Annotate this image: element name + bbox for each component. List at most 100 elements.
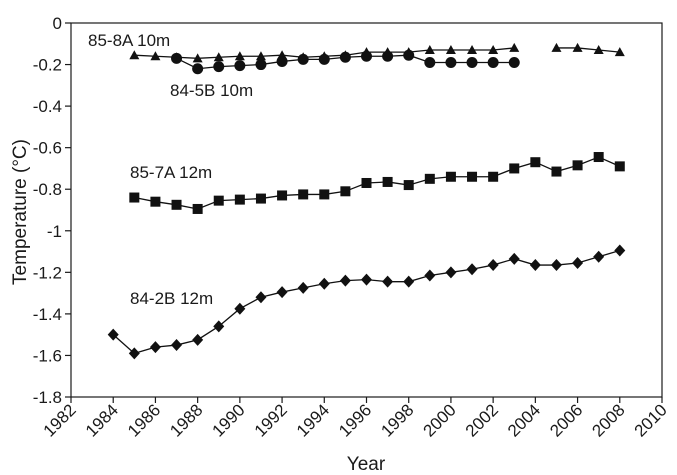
y-tick-label: -1 (47, 222, 62, 241)
series-triangle-0 (129, 42, 625, 63)
y-tick-label: -1.8 (33, 388, 62, 407)
data-point-square (403, 180, 414, 191)
data-point-triangle (234, 51, 245, 61)
x-tick-label: 2000 (420, 400, 460, 440)
data-point-circle (318, 53, 330, 65)
data-point-diamond (550, 259, 562, 272)
data-point-diamond (297, 281, 309, 294)
data-point-square (382, 176, 393, 187)
data-point-diamond (318, 277, 330, 290)
data-point-circle (403, 49, 415, 61)
data-point-diamond (255, 291, 267, 304)
data-point-square (213, 195, 224, 206)
data-point-diamond (572, 256, 584, 269)
y-tick-label: -0.2 (33, 56, 62, 75)
data-point-square (150, 196, 161, 207)
series-label-85-7a: 85-7A 12m (130, 163, 212, 182)
data-point-triangle (129, 50, 140, 60)
data-point-circle (297, 53, 309, 65)
x-tick-label: 1994 (293, 400, 333, 440)
data-point-square (129, 192, 140, 203)
data-point-diamond (614, 244, 626, 257)
x-tick-label: 2008 (588, 400, 628, 440)
data-point-circle (424, 56, 436, 68)
data-point-circle (466, 56, 478, 68)
data-point-diamond (213, 320, 225, 333)
x-tick-label: 1996 (335, 400, 375, 440)
y-tick-label: -0.8 (33, 180, 62, 199)
data-point-circle (339, 51, 351, 63)
y-tick-label: -1.2 (33, 263, 62, 282)
data-point-diamond (192, 333, 204, 346)
series-diamond-3 (107, 244, 626, 360)
data-point-square (298, 189, 309, 200)
x-tick-label: 1984 (82, 400, 122, 440)
data-point-triangle (445, 45, 456, 55)
x-tick-label: 2002 (462, 400, 502, 440)
y-tick-label: -0.4 (33, 97, 62, 116)
x-tick-label: 2010 (631, 400, 671, 440)
data-point-diamond (128, 347, 140, 360)
x-tick-label: 1986 (124, 400, 164, 440)
data-point-circle (192, 63, 204, 75)
data-point-square (593, 152, 604, 163)
data-point-square (340, 186, 351, 197)
data-point-diamond (339, 274, 351, 287)
data-point-circle (276, 55, 288, 67)
data-point-triangle (150, 51, 161, 61)
data-point-square (467, 171, 478, 182)
data-point-triangle (488, 45, 499, 55)
data-point-diamond (593, 250, 605, 263)
series-circle-1 (171, 49, 520, 75)
series-square-2 (129, 152, 625, 214)
data-point-square (445, 171, 456, 182)
data-point-circle (213, 61, 225, 73)
data-point-diamond (487, 259, 499, 272)
data-point-diamond (403, 275, 415, 288)
data-point-diamond (149, 341, 161, 354)
data-point-triangle (467, 45, 478, 55)
x-tick-label: 1992 (251, 400, 291, 440)
data-point-square (509, 163, 520, 174)
series-layer (107, 42, 626, 360)
y-tick-label: 0 (53, 14, 62, 33)
data-point-square (319, 189, 330, 200)
data-point-square (192, 203, 203, 214)
series-line (556, 47, 620, 53)
x-tick-label: 1988 (166, 400, 206, 440)
data-point-diamond (361, 273, 372, 286)
data-point-square (551, 166, 562, 177)
series-label-84-5b: 84-5B 10m (170, 81, 253, 100)
series-label-84-2b: 84-2B 12m (130, 289, 213, 308)
data-point-square (361, 177, 372, 188)
data-point-square (424, 173, 435, 184)
data-point-circle (445, 56, 457, 68)
y-axis-title: Temperature (°C) (10, 139, 31, 285)
data-point-square (572, 160, 583, 171)
data-point-triangle (614, 47, 625, 57)
data-point-diamond (107, 328, 119, 341)
x-tick-label: 1990 (209, 400, 249, 440)
data-point-diamond (508, 252, 520, 265)
data-point-triangle (255, 51, 266, 61)
data-point-triangle (593, 45, 604, 55)
data-point-diamond (466, 263, 478, 276)
data-point-square (614, 161, 625, 172)
data-point-circle (487, 56, 499, 68)
data-point-circle (255, 59, 267, 71)
data-point-square (277, 190, 288, 201)
data-point-triangle (551, 42, 562, 52)
labels-layer: Year Temperature (°C) 85-8A 10m 84-5B 10… (10, 31, 386, 475)
data-point-triangle (213, 52, 224, 62)
data-point-square (171, 199, 182, 210)
data-point-triangle (572, 42, 583, 52)
data-point-diamond (445, 266, 457, 279)
data-point-circle (361, 50, 372, 62)
data-point-diamond (171, 339, 183, 352)
data-point-square (234, 194, 245, 205)
data-point-diamond (234, 302, 246, 315)
data-point-square (255, 193, 266, 204)
data-point-diamond (529, 259, 541, 272)
